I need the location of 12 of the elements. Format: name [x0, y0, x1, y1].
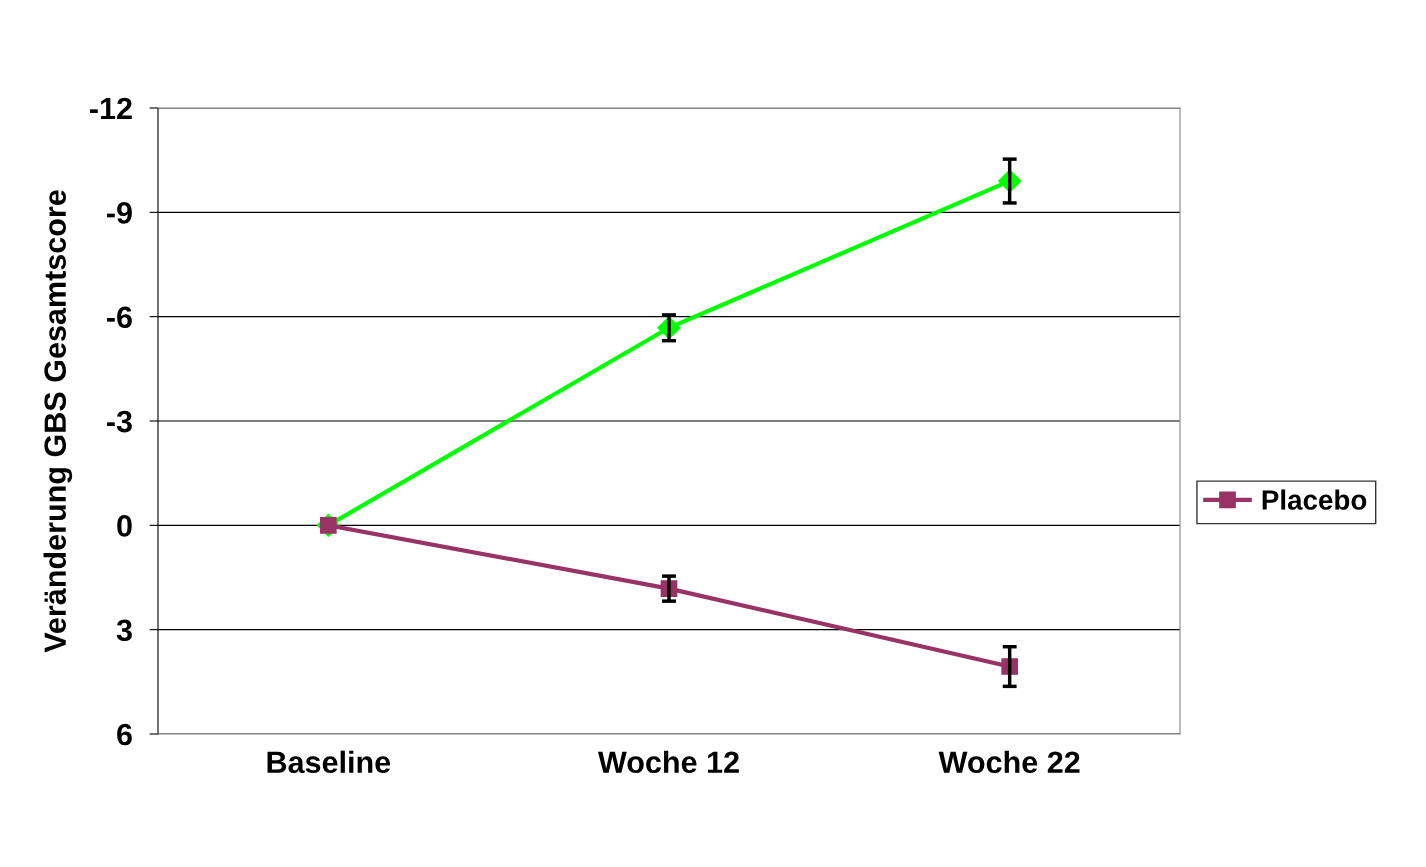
x-tick-label: Woche 22	[938, 750, 1080, 774]
y-axis-title: Veränderung GBS Gesamtscore	[43, 190, 73, 653]
legend-label: Placebo	[1262, 489, 1367, 510]
y-tick-label: 3	[116, 619, 132, 642]
y-tick-label: -6	[107, 306, 132, 329]
y-tick-label: 6	[117, 723, 132, 746]
y-tick-label: -3	[107, 410, 132, 433]
y-tick-label: -9	[107, 202, 132, 224]
x-tick-label: Woche 12	[597, 750, 739, 774]
x-tick-label: Baseline	[267, 750, 391, 774]
y-tick-label: -12	[90, 97, 132, 120]
y-tick-label: 0	[117, 515, 132, 537]
